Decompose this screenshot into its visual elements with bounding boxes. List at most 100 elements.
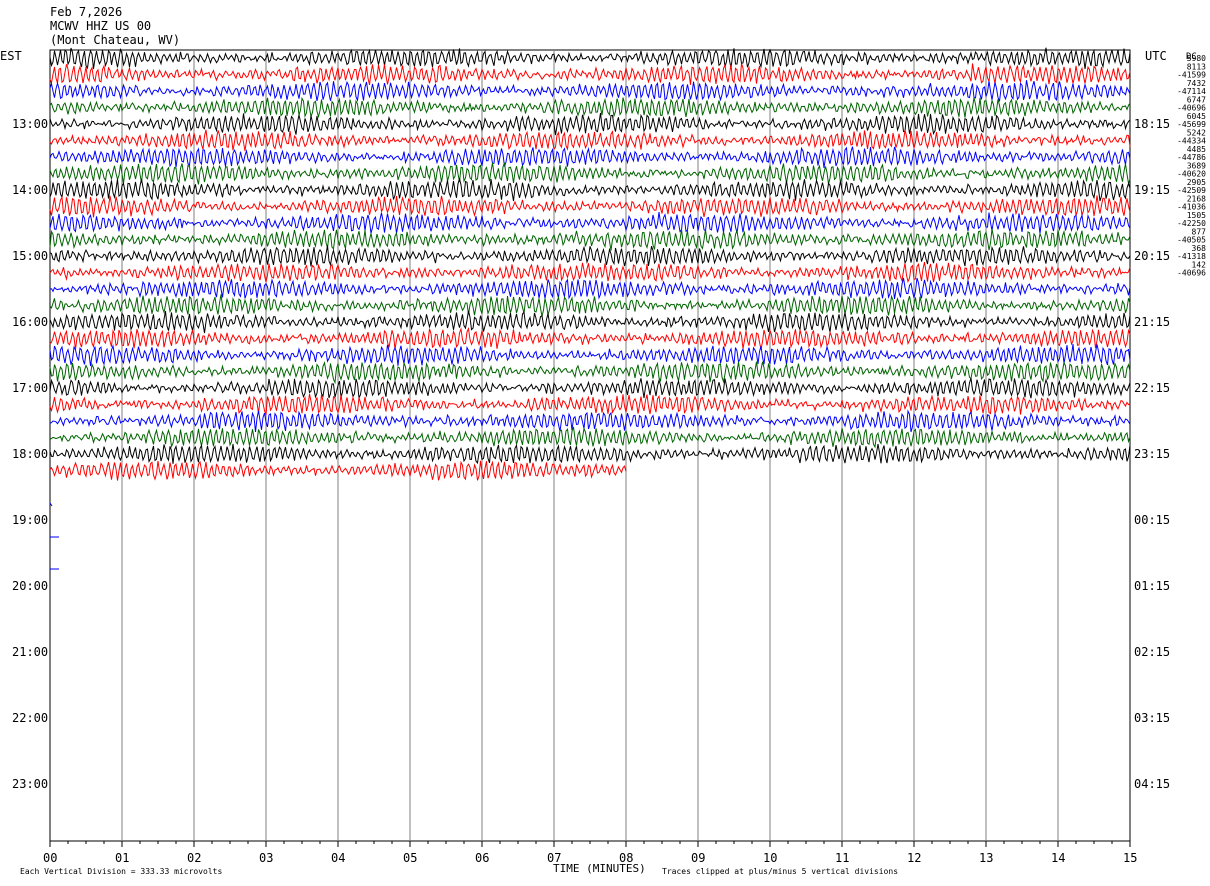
scale-note: Each Vertical Division = 333.33 microvol… xyxy=(20,867,222,876)
est-zone-label: EST xyxy=(0,49,22,63)
dc-offset: -40696 xyxy=(1177,269,1206,278)
dc-offset: 1505 xyxy=(1187,211,1206,220)
dc-offset: -40696 xyxy=(1177,104,1206,113)
clip-note: Traces clipped at plus/minus 5 vertical … xyxy=(662,867,898,876)
x-tick-label: 08 xyxy=(619,851,633,865)
x-tick-label: 09 xyxy=(691,851,705,865)
x-tick-label: 01 xyxy=(115,851,129,865)
seismic-trace xyxy=(49,426,1131,449)
utc-hour-labels: 18:15 19:15 20:15 21:15 22:15 23:15 00:15 01:15… xyxy=(1134,117,1170,791)
x-tick-label: 13 xyxy=(979,851,993,865)
dc-offset: -42509 xyxy=(1177,186,1206,195)
dc-offset: -42250 xyxy=(1177,219,1206,228)
seismic-trace xyxy=(49,162,1131,186)
x-tick-label: 05 xyxy=(403,851,417,865)
dc-offset: -47114 xyxy=(1177,87,1206,96)
seismic-trace xyxy=(49,277,1131,300)
seismic-trace xyxy=(49,96,1131,119)
dc-offset: 368 xyxy=(1192,244,1207,253)
seismic-trace xyxy=(49,63,1131,86)
dc-offset: -41318 xyxy=(1177,252,1206,261)
dc-column-label: DC xyxy=(1186,52,1197,62)
x-tick-label: 04 xyxy=(331,851,345,865)
utc-hour-label: 22:15 xyxy=(1134,381,1170,395)
utc-hour-label: 23:15 xyxy=(1134,447,1170,461)
est-hour-label: 21:00 xyxy=(12,645,48,659)
x-tick-label: 06 xyxy=(475,851,489,865)
dc-offset: 142 xyxy=(1192,260,1207,269)
dc-offset: 4485 xyxy=(1187,145,1206,154)
utc-hour-label: 02:15 xyxy=(1134,645,1170,659)
minute-grid xyxy=(121,50,1059,841)
dc-offset: 3689 xyxy=(1187,161,1206,170)
x-axis-ticks: 00 01 02 03 04 05 06 07 08 09 10 11 12 13 14 15 xyxy=(43,841,1137,865)
dc-offset: 7432 xyxy=(1187,79,1206,88)
location-label: (Mont Chateau, WV) xyxy=(50,33,180,47)
dc-offset: -41036 xyxy=(1177,203,1206,212)
seismic-trace xyxy=(49,146,1131,169)
seismic-trace xyxy=(49,195,1131,218)
est-hour-label: 23:00 xyxy=(12,777,48,791)
est-hour-labels: 13:00 14:00 15:00 16:00 17:00 18:00 19:00 20:00… xyxy=(12,117,48,791)
dc-offset: -40505 xyxy=(1177,236,1206,245)
x-tick-label: 00 xyxy=(43,851,57,865)
seismic-trace xyxy=(49,245,1131,267)
dc-offset: 2168 xyxy=(1187,194,1206,203)
dc-offset: 5980 xyxy=(1187,54,1206,63)
x-tick-label: 15 xyxy=(1123,851,1137,865)
est-hour-label: 18:00 xyxy=(12,447,48,461)
seismic-trace xyxy=(49,261,1131,284)
x-tick-label: 11 xyxy=(835,851,849,865)
utc-hour-label: 21:15 xyxy=(1134,315,1170,329)
est-hour-label: 14:00 xyxy=(12,183,48,197)
seismic-trace xyxy=(49,129,1131,152)
seismic-trace xyxy=(49,409,1131,433)
seismic-trace xyxy=(49,443,1131,465)
station-label: MCWV HHZ US 00 xyxy=(50,19,151,33)
utc-hour-label: 00:15 xyxy=(1134,513,1170,527)
dc-offset: 877 xyxy=(1192,227,1207,236)
seismic-trace xyxy=(49,360,1131,385)
seismic-trace xyxy=(49,377,1131,400)
dc-offset: -41599 xyxy=(1177,71,1206,80)
seismic-trace xyxy=(49,211,1131,234)
dc-offset: -44334 xyxy=(1177,137,1206,146)
utc-zone-label: UTC xyxy=(1145,49,1167,63)
utc-hour-label: 01:15 xyxy=(1134,579,1170,593)
x-tick-label: 02 xyxy=(187,851,201,865)
seismic-trace xyxy=(49,47,1131,70)
dc-offset: 6747 xyxy=(1187,95,1206,104)
x-tick-label: 10 xyxy=(763,851,777,865)
date-label: Feb 7,2026 xyxy=(50,5,122,19)
utc-hour-label: 04:15 xyxy=(1134,777,1170,791)
seismic-trace xyxy=(49,343,1131,367)
seismic-trace xyxy=(49,294,1131,317)
seismic-trace xyxy=(49,460,627,481)
dc-offset-labels: 59808113-415997432-471146747-406966045-4… xyxy=(1177,54,1206,278)
est-hour-label: 20:00 xyxy=(12,579,48,593)
seismic-trace xyxy=(49,112,1131,136)
est-hour-label: 15:00 xyxy=(12,249,48,263)
seismic-trace xyxy=(49,177,1131,202)
x-tick-label: 03 xyxy=(259,851,273,865)
est-hour-label: 17:00 xyxy=(12,381,48,395)
seismic-trace xyxy=(49,393,1131,416)
seismic-traces xyxy=(49,47,1131,570)
dc-offset: 8113 xyxy=(1187,62,1206,71)
dc-offset: 6045 xyxy=(1187,112,1206,121)
trace-stub xyxy=(49,502,53,507)
est-hour-label: 22:00 xyxy=(12,711,48,725)
dc-offset: -44786 xyxy=(1177,153,1206,162)
utc-hour-label: 18:15 xyxy=(1134,117,1170,131)
dc-offset: -40620 xyxy=(1177,170,1206,179)
est-hour-label: 13:00 xyxy=(12,117,48,131)
seismic-trace xyxy=(49,326,1131,350)
dc-offset: -45699 xyxy=(1177,120,1206,129)
x-axis-title: TIME (MINUTES) xyxy=(553,862,646,875)
est-hour-label: 19:00 xyxy=(12,513,48,527)
x-tick-label: 14 xyxy=(1051,851,1065,865)
seismic-trace xyxy=(49,80,1131,103)
dc-offset: 5242 xyxy=(1187,128,1206,137)
utc-hour-label: 19:15 xyxy=(1134,183,1170,197)
